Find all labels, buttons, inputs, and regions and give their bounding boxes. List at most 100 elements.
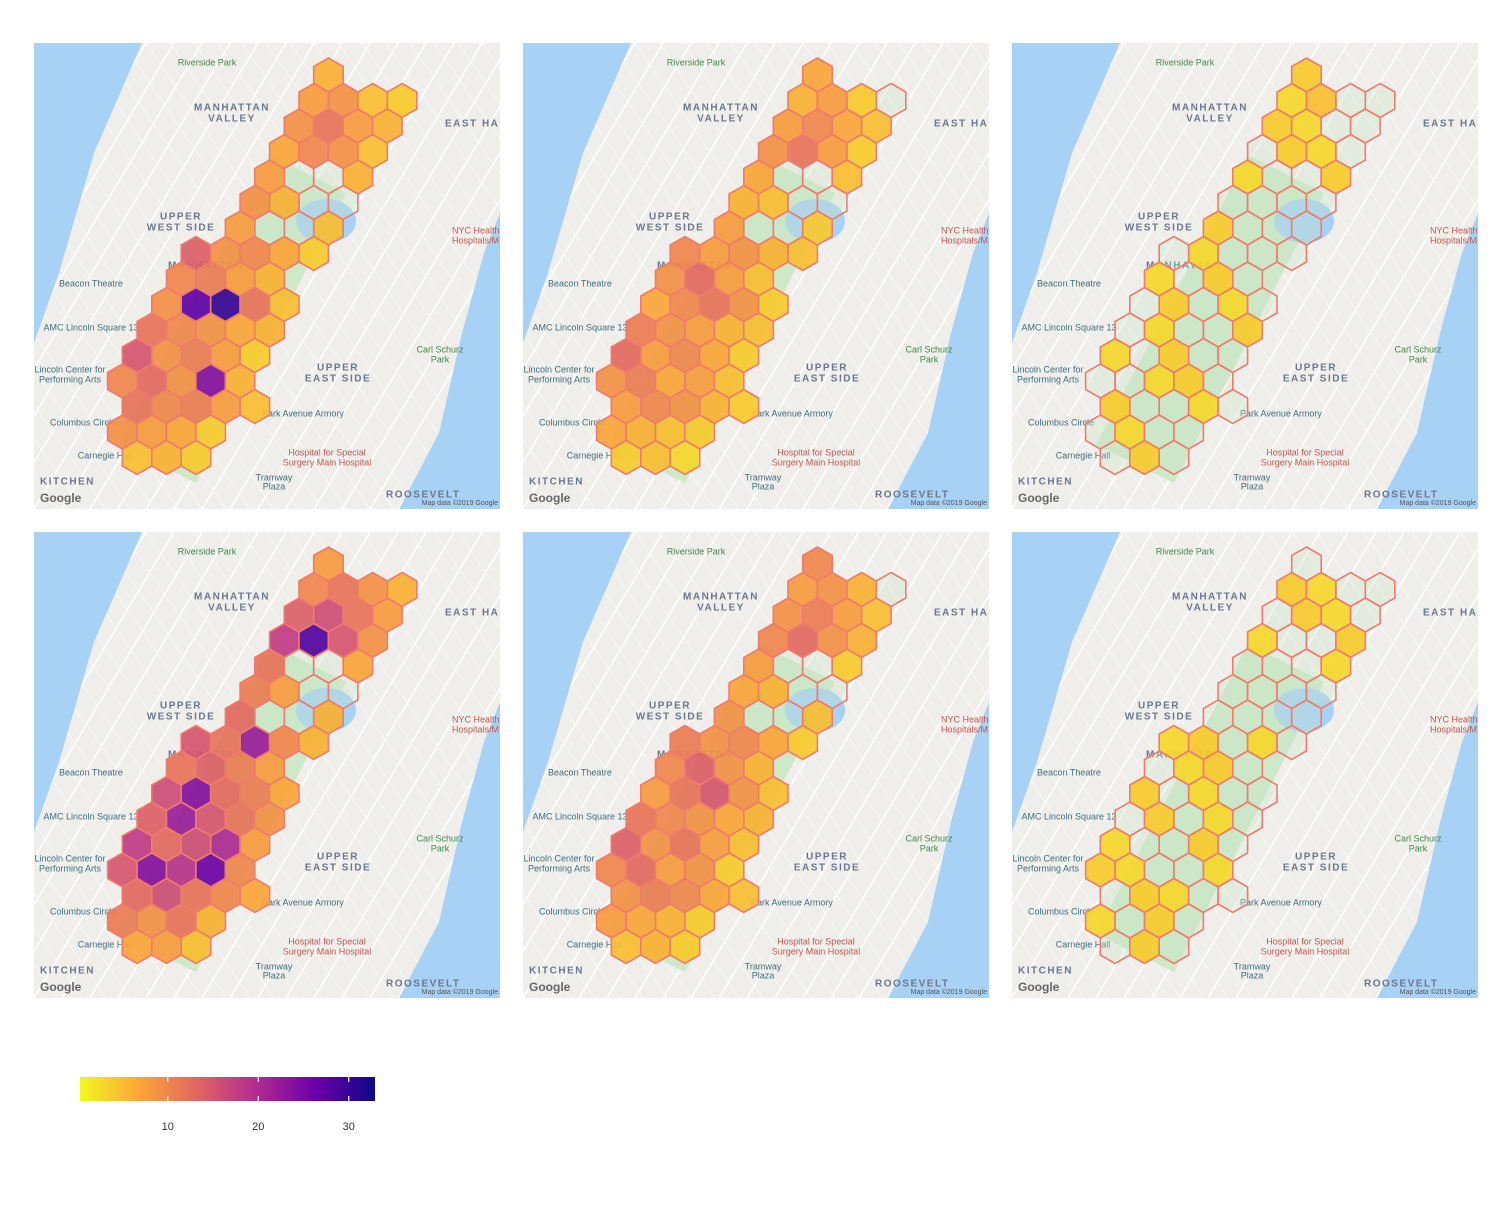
- colorbar-tick-label: 10: [162, 1121, 174, 1133]
- map-label: Park: [431, 843, 450, 853]
- hex-bin: [1129, 439, 1160, 476]
- map-label: Google: [40, 980, 82, 994]
- map-label: Beacon Theatre: [59, 767, 123, 777]
- map-label: KITCHEN: [1018, 477, 1073, 488]
- street: [1179, 43, 1461, 509]
- map-label: AMC Lincoln Square 13: [1021, 322, 1116, 332]
- street: [257, 593, 500, 998]
- hex-bin: [728, 388, 760, 425]
- street: [874, 532, 989, 699]
- east-river: [1377, 213, 1478, 509]
- map-label: MANHATTAN: [1146, 261, 1222, 272]
- hudson-river: [1012, 532, 1120, 832]
- street: [1012, 43, 1237, 418]
- map-label: Hospitals/M: [941, 724, 988, 734]
- map-label: Hospitals/M: [1430, 724, 1477, 734]
- street: [523, 43, 748, 418]
- map-label: WEST SIDE: [147, 712, 216, 723]
- street: [34, 43, 259, 418]
- map-label: Lincoln Center for: [1012, 364, 1083, 374]
- street: [34, 532, 259, 907]
- map-label: EAST HARLEM: [445, 608, 534, 619]
- map-label: Plaza: [263, 970, 286, 980]
- map-label: KITCHEN: [40, 966, 95, 977]
- street: [523, 532, 692, 814]
- street: [858, 291, 989, 509]
- map-label: UPPER: [317, 852, 359, 863]
- street: [523, 532, 776, 953]
- map-label: EAST HARLEM: [1423, 119, 1500, 130]
- street: [1235, 104, 1478, 509]
- street: [34, 43, 35, 45]
- map-label: EAST HARLEM: [934, 119, 1023, 130]
- street: [169, 43, 491, 509]
- street: [1012, 532, 1293, 998]
- map-label: ROOSEVELT: [1364, 490, 1438, 501]
- street: [369, 780, 500, 998]
- map-label: Columbus Circle: [539, 417, 605, 427]
- map-label: Park: [920, 354, 939, 364]
- street: [874, 43, 989, 210]
- street: [34, 333, 155, 509]
- map-label: WEST SIDE: [1125, 712, 1194, 723]
- map-label: WEST SIDE: [636, 712, 705, 723]
- map-label: Surgery Main Hospital: [772, 946, 861, 956]
- map-label: Riverside Park: [178, 57, 237, 67]
- street: [1012, 532, 1181, 814]
- hex-bin: [728, 877, 760, 914]
- street: [169, 532, 491, 998]
- map-label: UPPER: [1295, 852, 1337, 863]
- map-label: KITCHEN: [529, 966, 584, 977]
- street: [1291, 197, 1478, 509]
- map-label: Carl Schurz: [905, 833, 953, 843]
- map-label: Map data ©2019 Google: [422, 988, 498, 996]
- street: [34, 43, 203, 325]
- street: [1179, 532, 1461, 998]
- map-label: Park: [1409, 843, 1428, 853]
- map-label: Surgery Main Hospital: [1261, 457, 1350, 467]
- street: [1488, 43, 1500, 509]
- street: [34, 532, 35, 534]
- street: [523, 43, 776, 464]
- map-label: Park Avenue Armory: [1240, 408, 1322, 418]
- street: [433, 43, 500, 140]
- colorbar: [80, 1077, 375, 1101]
- hex-bin: [121, 928, 153, 965]
- map-label: NYC Health +: [452, 714, 507, 724]
- street: [746, 104, 989, 509]
- street: [1012, 123, 1277, 509]
- map-label: AMC Lincoln Square 13: [43, 811, 138, 821]
- street: [1411, 43, 1478, 140]
- street: [1012, 368, 1109, 509]
- map-label: Map data ©2019 Google: [1400, 988, 1476, 996]
- map-label: Beacon Theatre: [548, 767, 612, 777]
- street: [1123, 43, 1445, 509]
- map-label: MANHATTAN: [1172, 103, 1248, 114]
- empty-hex: [1276, 235, 1308, 272]
- map-label: UPPER: [1138, 701, 1180, 712]
- map-label: Tramway: [256, 472, 293, 482]
- street: [1123, 532, 1445, 998]
- hudson-river: [34, 532, 142, 832]
- street: [313, 197, 500, 509]
- street: [34, 508, 35, 509]
- map-label: Park Avenue Armory: [751, 897, 833, 907]
- map-label: EAST SIDE: [794, 863, 860, 874]
- map-label: Lincoln Center for: [1012, 853, 1083, 863]
- street: [1012, 43, 1181, 325]
- map-label: Tramway: [745, 472, 782, 482]
- map-label: UPPER: [649, 701, 691, 712]
- map-label: VALLEY: [208, 114, 256, 125]
- hex-bin: [180, 439, 212, 476]
- map-label: Riverside Park: [1156, 546, 1215, 556]
- map-label: Beacon Theatre: [59, 278, 123, 288]
- map-label: Map data ©2019 Google: [911, 499, 987, 507]
- map-label: Carnegie Hall: [1056, 450, 1111, 460]
- hex-bin: [239, 388, 271, 425]
